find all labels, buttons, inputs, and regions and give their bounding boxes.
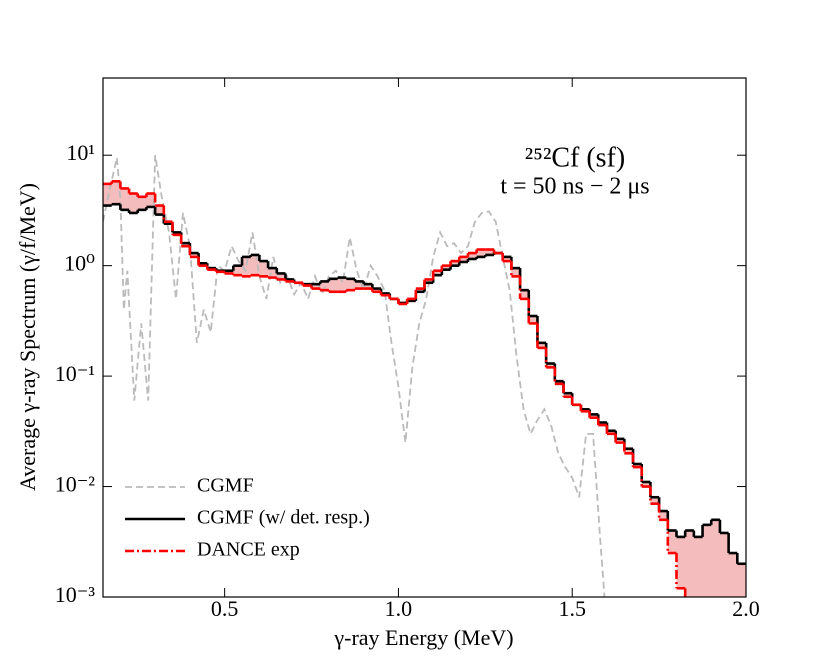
- y-axis-label: Average γ-ray Spectrum (γ/f/MeV): [15, 183, 40, 491]
- series-line: [103, 155, 606, 597]
- x-tick-label: 0.5: [211, 596, 239, 621]
- x-tick-label: 1.5: [558, 596, 586, 621]
- y-tick-label: 10⁻³: [55, 582, 96, 607]
- plot-area: [103, 155, 746, 597]
- difference-fill: [103, 181, 746, 597]
- y-tick-label: 10⁻²: [55, 472, 96, 497]
- legend-label: CGMF (w/ det. resp.): [197, 507, 370, 529]
- y-tick-label: 10¹: [66, 140, 95, 165]
- annotation: ²⁵²Cf (sf): [525, 142, 625, 173]
- step-riser: [110, 181, 687, 597]
- x-axis-label: γ-ray Energy (MeV): [333, 625, 513, 650]
- x-tick-label: 2.0: [732, 596, 760, 621]
- y-tick-label: 10⁰: [64, 251, 95, 276]
- plot-frame: [102, 77, 747, 598]
- annotation: t = 50 ns − 2 μs: [500, 174, 649, 200]
- legend-label: DANCE exp: [197, 539, 300, 561]
- legend-label: CGMF: [197, 475, 254, 497]
- y-tick-label: 10⁻¹: [55, 361, 95, 386]
- x-tick-label: 1.0: [385, 596, 413, 621]
